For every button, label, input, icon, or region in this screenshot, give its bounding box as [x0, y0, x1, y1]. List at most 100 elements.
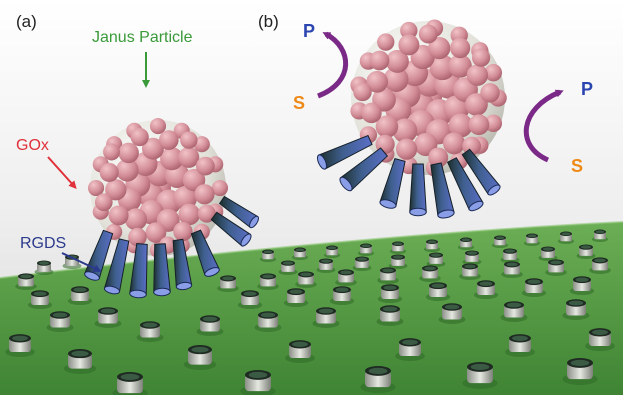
substrate-label-right: S [571, 156, 584, 176]
receptor-cup [323, 245, 341, 258]
gox-bead [385, 49, 409, 73]
gox-bead [178, 146, 200, 168]
gox-bead [160, 147, 184, 171]
receptor-cup [357, 243, 375, 256]
rgds-binder [172, 238, 193, 291]
receptor-cup [136, 321, 164, 342]
receptor-cup [562, 357, 598, 385]
receptor-cup [94, 307, 122, 328]
gox-bead [194, 184, 215, 205]
gox-bead [448, 113, 473, 138]
rgds-binder [129, 243, 148, 299]
receptor-cup [473, 280, 499, 300]
receptor-cup [15, 273, 37, 290]
receptor-cup [46, 311, 74, 332]
receptor-cup [438, 303, 466, 324]
gox-bead [377, 33, 395, 51]
gox-bead [366, 70, 389, 93]
receptor-cup [500, 248, 520, 263]
gox-bead [180, 131, 198, 149]
gox-bead [158, 130, 179, 150]
substrate-label-left: S [293, 93, 306, 113]
receptor-cup [376, 305, 404, 326]
receptor-cup [257, 273, 279, 290]
gox-bead [87, 179, 105, 197]
gox-bead [118, 142, 139, 164]
gox-bead [471, 48, 491, 67]
receptor-cup [521, 278, 547, 298]
gox-bead [400, 21, 418, 40]
rgds-binder [210, 211, 252, 247]
janus-particle-label: Janus Particle [92, 29, 193, 46]
gox-bead [484, 63, 503, 82]
gox-bead [484, 114, 503, 133]
receptor-cup [569, 276, 595, 296]
gox-bead [178, 203, 201, 226]
gox-bead [99, 162, 119, 183]
gox-bead [395, 138, 418, 160]
gox-bead [428, 147, 449, 168]
gox-bead [480, 83, 500, 103]
gox-bead [375, 115, 399, 138]
receptor-cup [237, 290, 263, 310]
gox-bead [105, 179, 127, 201]
receptor-cup [63, 349, 97, 374]
gox-bead [128, 227, 147, 247]
gox-bead [468, 114, 490, 136]
gox-bead [353, 82, 372, 102]
gox-bead [124, 208, 148, 231]
rgds-binder [339, 147, 389, 192]
janus-particle-b [316, 19, 507, 219]
rgds-binder [461, 148, 501, 196]
receptor-cup [501, 261, 523, 278]
receptor-cup [259, 249, 277, 262]
gox-bead [398, 34, 420, 56]
rgds-binders-b [316, 134, 501, 219]
gox-bead [369, 50, 390, 71]
receptor-cup [377, 284, 403, 304]
receptor-cup [423, 239, 441, 252]
receptor-cup [388, 254, 408, 269]
receptor-cup [576, 244, 596, 259]
receptor-cup [5, 334, 35, 357]
gox-bead [115, 158, 139, 182]
rgds-label: RGDS [20, 235, 67, 252]
panel-label-b: (b) [258, 12, 279, 31]
gox-bead [465, 93, 488, 116]
receptor-cup [462, 361, 498, 389]
product-label-right: P [581, 79, 594, 99]
gox-bead [195, 156, 215, 176]
gox-bead [450, 37, 471, 59]
gox-enzymes-a [87, 117, 229, 259]
rgds-binder [316, 134, 373, 170]
gox-bead [428, 36, 451, 60]
rgds-binder [103, 238, 130, 295]
receptor-cup [505, 334, 535, 357]
gox-bead [448, 54, 472, 78]
receptor-cup [112, 371, 148, 395]
gox-bead [197, 204, 216, 223]
receptor-cup [395, 338, 425, 361]
reaction-arrow-right-icon [523, 89, 564, 163]
receptor-cup [335, 269, 357, 286]
gox-bead [211, 179, 229, 197]
receptor-cup [295, 271, 317, 288]
gox-bead [443, 132, 465, 155]
receptor-cup [360, 365, 396, 393]
reaction-arrow-left-icon [317, 31, 349, 99]
receptor-cup [426, 252, 446, 267]
receptor-cup [491, 235, 509, 248]
surface-receptors [5, 229, 615, 395]
gox-enzymes-b [350, 19, 507, 177]
gox-bead [130, 127, 149, 147]
receptor-cup [419, 265, 441, 282]
rgds-pointer-arrow-icon [61, 252, 102, 272]
gox-bead [466, 64, 489, 86]
rgds-binder [153, 243, 171, 297]
gox-pointer-arrow-icon [47, 156, 77, 189]
receptor-cup [285, 340, 315, 363]
gox-bead [361, 102, 382, 124]
gox-bead [94, 193, 113, 212]
receptor-cup [27, 290, 53, 310]
